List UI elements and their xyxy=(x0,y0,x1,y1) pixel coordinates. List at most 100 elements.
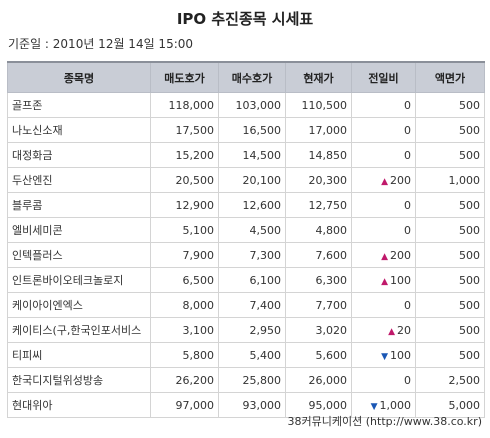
ask-price-value: 3,100 xyxy=(182,323,215,337)
current-price-cell: 95,000 xyxy=(285,392,352,418)
table-row[interactable]: 한국디지털위성방송 26,200 25,800 26,000 0 2,500 xyxy=(7,367,485,393)
stock-name-cell[interactable]: 골프존 xyxy=(7,92,151,118)
change-cell: ▲ 100 xyxy=(351,267,416,293)
stock-name-cell[interactable]: 나노신소재 xyxy=(7,117,151,143)
ask-price-cell: 20,500 xyxy=(150,167,219,193)
ask-price-cell: 5,800 xyxy=(150,342,219,368)
change-value: 200 xyxy=(390,248,411,262)
col-header-ask[interactable]: 매도호가 xyxy=(150,61,219,93)
stock-name-value: 케이아이엔엑스 xyxy=(12,299,83,312)
par-value-value: 5,000 xyxy=(448,398,481,412)
stock-name-cell[interactable]: 대정화금 xyxy=(7,142,151,168)
down-arrow-icon: ▼ xyxy=(381,351,388,362)
bid-price-value: 12,600 xyxy=(242,198,282,212)
col-header-par[interactable]: 액면가 xyxy=(415,61,485,93)
ask-price-cell: 5,100 xyxy=(150,217,219,243)
change-cell: ▼ 100 xyxy=(351,342,416,368)
bid-price-value: 93,000 xyxy=(242,398,282,412)
table-row[interactable]: 티피씨 5,800 5,400 5,600 ▼ 100 500 xyxy=(7,342,485,368)
ask-price-cell: 12,900 xyxy=(150,192,219,218)
col-header-bid[interactable]: 매수호가 xyxy=(218,61,286,93)
par-value-value: 500 xyxy=(459,148,480,162)
ask-price-value: 118,000 xyxy=(168,98,215,112)
bid-price-value: 25,800 xyxy=(242,373,282,387)
up-arrow-icon: ▲ xyxy=(381,176,388,187)
table-row[interactable]: 블루콤 12,900 12,600 12,750 0 500 xyxy=(7,192,485,218)
change-value: 0 xyxy=(404,123,411,137)
current-price-cell: 17,000 xyxy=(285,117,352,143)
table-row[interactable]: 대정화금 15,200 14,500 14,850 0 500 xyxy=(7,142,485,168)
par-value-cell: 500 xyxy=(415,142,485,168)
change-value: 1,000 xyxy=(379,398,412,412)
stock-name-cell[interactable]: 두산엔진 xyxy=(7,167,151,193)
current-price-value: 7,600 xyxy=(315,248,348,262)
par-value-cell: 500 xyxy=(415,242,485,268)
bid-price-value: 103,000 xyxy=(235,98,282,112)
ask-price-cell: 17,500 xyxy=(150,117,219,143)
current-price-cell: 14,850 xyxy=(285,142,352,168)
ask-price-cell: 6,500 xyxy=(150,267,219,293)
table-row[interactable]: 두산엔진 20,500 20,100 20,300 ▲ 200 1,000 xyxy=(7,167,485,193)
current-price-value: 20,300 xyxy=(308,173,348,187)
stock-name-value: 나노신소재 xyxy=(12,124,63,137)
bid-price-cell: 12,600 xyxy=(218,192,286,218)
ask-price-value: 20,500 xyxy=(175,173,215,187)
change-cell: 0 xyxy=(351,217,416,243)
ask-price-value: 7,900 xyxy=(182,248,215,262)
current-price-value: 17,000 xyxy=(308,123,348,137)
par-value-cell: 500 xyxy=(415,267,485,293)
current-price-value: 12,750 xyxy=(308,198,348,212)
par-value-cell: 500 xyxy=(415,217,485,243)
up-arrow-icon: ▲ xyxy=(381,251,388,262)
ask-price-cell: 26,200 xyxy=(150,367,219,393)
stock-name-cell[interactable]: 티피씨 xyxy=(7,342,151,368)
change-value: 0 xyxy=(404,373,411,387)
stock-name-value: 대정화금 xyxy=(12,149,53,162)
table-row[interactable]: 나노신소재 17,500 16,500 17,000 0 500 xyxy=(7,117,485,143)
col-header-name[interactable]: 종목명 xyxy=(7,61,151,93)
stock-name-cell[interactable]: 블루콤 xyxy=(7,192,151,218)
ask-price-cell: 97,000 xyxy=(150,392,219,418)
stock-name-cell[interactable]: 한국디지털위성방송 xyxy=(7,367,151,393)
par-value-value: 500 xyxy=(459,198,480,212)
ask-price-value: 17,500 xyxy=(175,123,215,137)
par-value-cell: 2,500 xyxy=(415,367,485,393)
table-row[interactable]: 현대위아 97,000 93,000 95,000 ▼ 1,000 5,000 xyxy=(7,392,485,418)
table-row[interactable]: 인트론바이오테크놀로지 6,500 6,100 6,300 ▲ 100 500 xyxy=(7,267,485,293)
stock-name-cell[interactable]: 현대위아 xyxy=(7,392,151,418)
bid-price-value: 6,100 xyxy=(249,273,282,287)
bid-price-value: 7,300 xyxy=(249,248,282,262)
par-value-value: 500 xyxy=(459,273,480,287)
current-price-cell: 5,600 xyxy=(285,342,352,368)
ask-price-value: 26,200 xyxy=(175,373,215,387)
par-value-value: 500 xyxy=(459,298,480,312)
current-price-value: 4,800 xyxy=(315,223,348,237)
bid-price-value: 5,400 xyxy=(249,348,282,362)
change-cell: ▲ 200 xyxy=(351,167,416,193)
col-header-price[interactable]: 현재가 xyxy=(285,61,352,93)
col-header-change[interactable]: 전일비 xyxy=(351,61,416,93)
stock-name-cell[interactable]: 인트론바이오테크놀로지 xyxy=(7,267,151,293)
current-price-cell: 7,600 xyxy=(285,242,352,268)
par-value-cell: 5,000 xyxy=(415,392,485,418)
stock-name-cell[interactable]: 엘비세미콘 xyxy=(7,217,151,243)
stock-name-value: 티피씨 xyxy=(12,349,43,362)
bid-price-cell: 5,400 xyxy=(218,342,286,368)
bid-price-cell: 4,500 xyxy=(218,217,286,243)
par-value-value: 500 xyxy=(459,123,480,137)
stock-name-cell[interactable]: 케이아이엔엑스 xyxy=(7,292,151,318)
current-price-value: 7,700 xyxy=(315,298,348,312)
table-row[interactable]: 케이아이엔엑스 8,000 7,400 7,700 0 500 xyxy=(7,292,485,318)
table-row[interactable]: 인텍플러스 7,900 7,300 7,600 ▲ 200 500 xyxy=(7,242,485,268)
table-row[interactable]: 엘비세미콘 5,100 4,500 4,800 0 500 xyxy=(7,217,485,243)
par-value-cell: 500 xyxy=(415,92,485,118)
change-cell: 0 xyxy=(351,92,416,118)
change-value: 0 xyxy=(404,198,411,212)
table-row[interactable]: 골프존 118,000 103,000 110,500 0 500 xyxy=(7,92,485,118)
par-value-value: 500 xyxy=(459,248,480,262)
table-row[interactable]: 케이티스(구,한국인포서비스 3,100 2,950 3,020 ▲ 20 500 xyxy=(7,317,485,343)
bid-price-cell: 7,300 xyxy=(218,242,286,268)
stock-name-value: 골프존 xyxy=(12,99,43,112)
stock-name-cell[interactable]: 케이티스(구,한국인포서비스 xyxy=(7,317,151,343)
stock-name-cell[interactable]: 인텍플러스 xyxy=(7,242,151,268)
